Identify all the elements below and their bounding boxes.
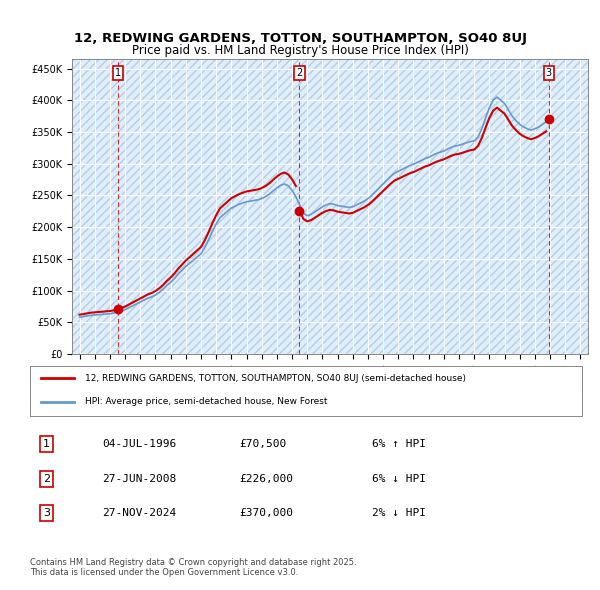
- Text: 2: 2: [296, 68, 302, 78]
- Text: 6% ↑ HPI: 6% ↑ HPI: [372, 439, 426, 449]
- Text: 04-JUL-1996: 04-JUL-1996: [102, 439, 176, 449]
- Text: 3: 3: [545, 68, 551, 78]
- Text: 12, REDWING GARDENS, TOTTON, SOUTHAMPTON, SO40 8UJ: 12, REDWING GARDENS, TOTTON, SOUTHAMPTON…: [74, 32, 527, 45]
- Text: HPI: Average price, semi-detached house, New Forest: HPI: Average price, semi-detached house,…: [85, 398, 328, 407]
- Text: 12, REDWING GARDENS, TOTTON, SOUTHAMPTON, SO40 8UJ (semi-detached house): 12, REDWING GARDENS, TOTTON, SOUTHAMPTON…: [85, 374, 466, 383]
- Text: 2% ↓ HPI: 2% ↓ HPI: [372, 508, 426, 518]
- Text: 3: 3: [43, 508, 50, 518]
- Text: £226,000: £226,000: [240, 474, 294, 484]
- Text: £370,000: £370,000: [240, 508, 294, 518]
- Text: 27-NOV-2024: 27-NOV-2024: [102, 508, 176, 518]
- Text: Contains HM Land Registry data © Crown copyright and database right 2025.
This d: Contains HM Land Registry data © Crown c…: [30, 558, 356, 577]
- Text: 6% ↓ HPI: 6% ↓ HPI: [372, 474, 426, 484]
- Text: Price paid vs. HM Land Registry's House Price Index (HPI): Price paid vs. HM Land Registry's House …: [131, 44, 469, 57]
- Text: £70,500: £70,500: [240, 439, 287, 449]
- Text: 2: 2: [43, 474, 50, 484]
- Text: 27-JUN-2008: 27-JUN-2008: [102, 474, 176, 484]
- Text: 1: 1: [43, 439, 50, 449]
- Text: 1: 1: [115, 68, 121, 78]
